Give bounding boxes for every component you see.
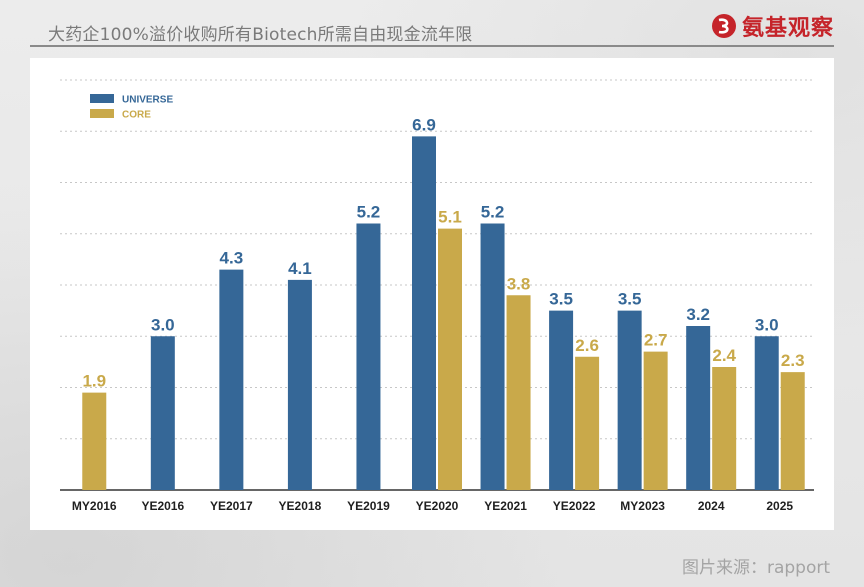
x-tick-label: MY2023 bbox=[620, 499, 665, 513]
x-tick-label: YE2022 bbox=[553, 499, 596, 513]
x-tick-label: YE2017 bbox=[210, 499, 253, 513]
x-tick-label: 2024 bbox=[698, 499, 725, 513]
bar-universe-ye2022 bbox=[549, 310, 574, 490]
bar-core-2024 bbox=[712, 367, 737, 490]
data-label-universe-ye2018: 4.1 bbox=[288, 259, 312, 278]
data-labels: 1.9 3.0 4.3 4.1 5.2 6.9 5.1 5.2 3.8 3.5 2.6 3.5 2.7 3… bbox=[82, 115, 804, 390]
data-label-universe-2024: 3.2 bbox=[686, 305, 710, 324]
bar-universe-ye2019 bbox=[356, 223, 381, 490]
bar-core-ye2021 bbox=[506, 295, 531, 490]
legend-swatch-universe bbox=[90, 94, 114, 103]
bar-core-2025 bbox=[780, 372, 805, 490]
title-divider bbox=[30, 45, 834, 47]
x-tick-label: 2025 bbox=[766, 499, 793, 513]
legend: UNIVERSE CORE bbox=[90, 94, 173, 121]
bars bbox=[82, 136, 805, 490]
page-title: 大药企100%溢价收购所有Biotech所需自由现金流年限 bbox=[48, 25, 473, 45]
bar-universe-2025 bbox=[754, 336, 779, 490]
bar-universe-my2023 bbox=[617, 310, 642, 490]
data-label-universe-ye2022: 3.5 bbox=[549, 290, 573, 309]
bar-universe-ye2017 bbox=[219, 269, 244, 490]
source-caption: 图片来源：rapport bbox=[681, 558, 830, 578]
data-label-universe-ye2019: 5.2 bbox=[357, 203, 381, 222]
x-tick-label: YE2021 bbox=[484, 499, 527, 513]
brand-name: 氨基观察 bbox=[741, 16, 834, 41]
x-tick-label: MY2016 bbox=[72, 499, 117, 513]
x-tick-label: YE2016 bbox=[141, 499, 184, 513]
data-label-core-my2016: 1.9 bbox=[82, 372, 106, 391]
bar-core-my2023 bbox=[643, 351, 668, 490]
x-tick-label: YE2020 bbox=[416, 499, 459, 513]
data-label-universe-ye2017: 4.3 bbox=[220, 249, 244, 268]
data-label-core-ye2022: 2.6 bbox=[575, 336, 599, 355]
bar-universe-ye2020 bbox=[412, 136, 436, 490]
data-label-universe-ye2016: 3.0 bbox=[151, 315, 175, 334]
brand-logo: 氨基观察 bbox=[710, 10, 834, 42]
data-label-core-2024: 2.4 bbox=[712, 346, 736, 365]
brand-emblem-icon bbox=[711, 14, 736, 38]
bar-core-ye2022 bbox=[575, 356, 600, 490]
bar-universe-ye2018 bbox=[287, 279, 312, 490]
data-label-universe-my2023: 3.5 bbox=[618, 290, 642, 309]
data-label-core-ye2021: 3.8 bbox=[507, 274, 531, 293]
legend-swatch-core bbox=[90, 109, 114, 118]
bar-universe-ye2016 bbox=[150, 336, 175, 490]
bar-universe-2024 bbox=[686, 326, 711, 490]
data-label-core-2025: 2.3 bbox=[781, 351, 805, 370]
data-label-core-ye2020: 5.1 bbox=[438, 208, 462, 227]
x-axis-ticks: MY2016 YE2016 YE2017 YE2018 YE2019 YE2020 YE20… bbox=[72, 499, 793, 513]
data-label-universe-ye2021: 5.2 bbox=[481, 203, 505, 222]
data-label-core-my2023: 2.7 bbox=[644, 331, 668, 350]
x-tick-label: YE2018 bbox=[279, 499, 322, 513]
bar-universe-ye2021 bbox=[480, 223, 505, 490]
legend-label-core: CORE bbox=[122, 110, 151, 121]
legend-label-universe: UNIVERSE bbox=[122, 95, 173, 106]
chart-panel: 1.9 3.0 4.3 4.1 5.2 6.9 5.1 5.2 3.8 3.5 2.6 3.5 2.7 3… bbox=[30, 58, 834, 530]
gridlines bbox=[60, 79, 814, 491]
bar-core-ye2020 bbox=[438, 228, 462, 490]
x-tick-label: YE2019 bbox=[347, 499, 390, 513]
data-label-universe-2025: 3.0 bbox=[755, 315, 779, 334]
data-label-universe-ye2020: 6.9 bbox=[412, 115, 436, 134]
bar-core-my2016 bbox=[82, 392, 107, 490]
bar-chart: 1.9 3.0 4.3 4.1 5.2 6.9 5.1 5.2 3.8 3.5 2.6 3.5 2.7 3… bbox=[60, 79, 814, 513]
